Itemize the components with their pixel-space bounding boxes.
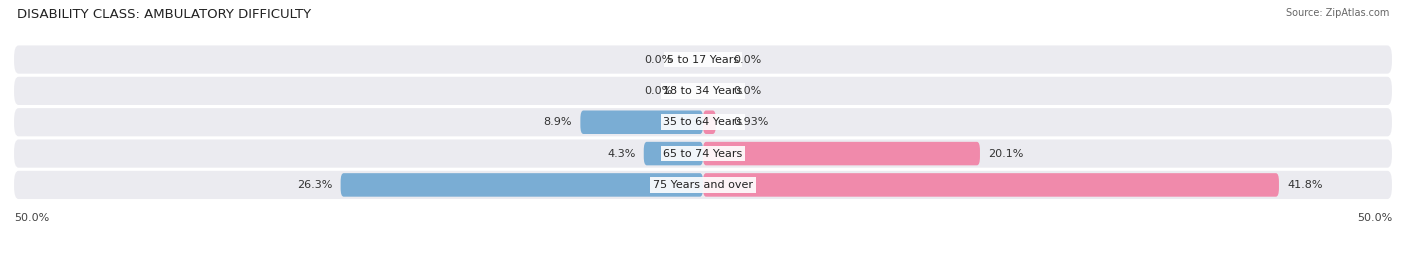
Text: 8.9%: 8.9% xyxy=(544,117,572,127)
Text: 0.0%: 0.0% xyxy=(644,55,672,65)
Text: 26.3%: 26.3% xyxy=(297,180,332,190)
Text: 0.0%: 0.0% xyxy=(734,86,762,96)
Text: 18 to 34 Years: 18 to 34 Years xyxy=(664,86,742,96)
Text: 20.1%: 20.1% xyxy=(988,148,1024,159)
Text: 35 to 64 Years: 35 to 64 Years xyxy=(664,117,742,127)
FancyBboxPatch shape xyxy=(703,173,1279,197)
FancyBboxPatch shape xyxy=(703,111,716,134)
Text: Source: ZipAtlas.com: Source: ZipAtlas.com xyxy=(1285,8,1389,18)
FancyBboxPatch shape xyxy=(581,111,703,134)
Text: 0.93%: 0.93% xyxy=(734,117,769,127)
FancyBboxPatch shape xyxy=(644,142,703,165)
Text: 0.0%: 0.0% xyxy=(734,55,762,65)
Text: 50.0%: 50.0% xyxy=(1357,213,1392,223)
Text: 0.0%: 0.0% xyxy=(644,86,672,96)
Text: 65 to 74 Years: 65 to 74 Years xyxy=(664,148,742,159)
FancyBboxPatch shape xyxy=(14,139,1392,168)
FancyBboxPatch shape xyxy=(14,45,1392,74)
Text: 41.8%: 41.8% xyxy=(1288,180,1323,190)
FancyBboxPatch shape xyxy=(14,171,1392,199)
FancyBboxPatch shape xyxy=(340,173,703,197)
FancyBboxPatch shape xyxy=(703,142,980,165)
Text: 4.3%: 4.3% xyxy=(607,148,636,159)
FancyBboxPatch shape xyxy=(14,77,1392,105)
Text: DISABILITY CLASS: AMBULATORY DIFFICULTY: DISABILITY CLASS: AMBULATORY DIFFICULTY xyxy=(17,8,311,21)
Text: 50.0%: 50.0% xyxy=(14,213,49,223)
Text: 75 Years and over: 75 Years and over xyxy=(652,180,754,190)
Text: 5 to 17 Years: 5 to 17 Years xyxy=(666,55,740,65)
FancyBboxPatch shape xyxy=(14,108,1392,136)
